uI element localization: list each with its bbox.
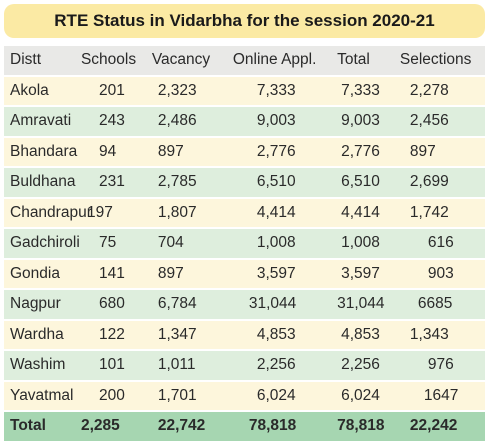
cell-vacancy: 2,323 [151, 76, 233, 105]
cell-total: 4,853 [337, 320, 400, 349]
cell-online-appl: 6,024 [232, 381, 338, 410]
cell-vacancy: 1,701 [151, 381, 233, 410]
cell-selections: 903 [399, 259, 485, 288]
cell-total: 7,333 [337, 76, 400, 105]
cell-schools: 101 [80, 351, 152, 380]
table-header-row: Distt Schools Vacancy Online Appl. Total… [4, 46, 485, 75]
cell-selections: 616 [399, 229, 485, 258]
cell-total-total: 78,818 [337, 412, 400, 441]
cell-online-appl: 31,044 [232, 290, 338, 319]
table-row: Amravati 243 2,486 9,003 9,003 2,456 [4, 107, 485, 136]
cell-district: Chandrapur [4, 198, 92, 227]
cell-schools: 75 [80, 229, 152, 258]
table-row: Gadchiroli 75 704 1,008 1,008 616 [4, 229, 485, 258]
table-row: Buldhana 231 2,785 6,510 6,510 2,699 [4, 168, 485, 197]
cell-total-selections: 22,242 [399, 412, 485, 441]
cell-schools: 197 [80, 198, 152, 227]
cell-selections: 976 [399, 351, 485, 380]
cell-schools: 231 [80, 168, 152, 197]
cell-vacancy: 1,347 [151, 320, 233, 349]
cell-total: 9,003 [337, 107, 400, 136]
cell-online-appl: 4,414 [232, 198, 338, 227]
cell-total: 6,024 [337, 381, 400, 410]
cell-selections: 6685 [399, 290, 485, 319]
cell-online-appl: 1,008 [232, 229, 338, 258]
table-total-row: Total 2,285 22,742 78,818 78,818 22,242 [4, 412, 485, 441]
cell-online-appl: 2,776 [232, 137, 338, 166]
cell-district: Akola [4, 76, 81, 105]
cell-schools: 200 [80, 381, 152, 410]
cell-district: Amravati [4, 107, 81, 136]
table-row: Washim 101 1,011 2,256 2,256 976 [4, 351, 485, 380]
cell-schools: 141 [80, 259, 152, 288]
cell-district: Yavatmal [4, 381, 81, 410]
cell-selections: 2,699 [399, 168, 485, 197]
cell-district: Buldhana [4, 168, 81, 197]
table-row: Gondia 141 897 3,597 3,597 903 [4, 259, 485, 288]
cell-schools: 680 [80, 290, 152, 319]
table-row: Chandrapur 197 1,807 4,414 4,414 1,742 [4, 198, 485, 227]
cell-total-label: Total [4, 412, 81, 441]
cell-district: Nagpur [4, 290, 81, 319]
header-schools: Schools [80, 46, 152, 75]
cell-vacancy: 2,785 [151, 168, 233, 197]
cell-vacancy: 704 [151, 229, 233, 258]
cell-total: 2,256 [337, 351, 400, 380]
header-distt: Distt [4, 46, 81, 75]
cell-online-appl: 3,597 [232, 259, 338, 288]
cell-total-online-appl: 78,818 [232, 412, 338, 441]
cell-vacancy: 1,011 [151, 351, 233, 380]
cell-total-schools: 2,285 [80, 412, 152, 441]
cell-total: 1,008 [337, 229, 400, 258]
cell-selections: 1,742 [399, 198, 485, 227]
cell-vacancy: 897 [151, 137, 233, 166]
cell-district: Bhandara [4, 137, 81, 166]
table-row: Bhandara 94 897 2,776 2,776 897 [4, 137, 485, 166]
cell-schools: 243 [80, 107, 152, 136]
header-vacancy: Vacancy [151, 46, 233, 75]
cell-vacancy: 2,486 [151, 107, 233, 136]
header-online-appl: Online Appl. [232, 46, 338, 75]
cell-vacancy: 897 [151, 259, 233, 288]
cell-schools: 122 [80, 320, 152, 349]
rte-status-table-card: RTE Status in Vidarbha for the session 2… [4, 4, 485, 441]
header-selections: Selections [399, 46, 485, 75]
cell-online-appl: 2,256 [232, 351, 338, 380]
cell-district: Wardha [4, 320, 81, 349]
cell-online-appl: 6,510 [232, 168, 338, 197]
cell-total: 3,597 [337, 259, 400, 288]
rte-status-table: Distt Schools Vacancy Online Appl. Total… [4, 44, 485, 443]
table-title: RTE Status in Vidarbha for the session 2… [4, 4, 485, 38]
cell-schools: 94 [80, 137, 152, 166]
cell-online-appl: 4,853 [232, 320, 338, 349]
cell-total: 4,414 [337, 198, 400, 227]
cell-selections: 1647 [399, 381, 485, 410]
cell-vacancy: 1,807 [151, 198, 233, 227]
cell-total: 2,776 [337, 137, 400, 166]
cell-district: Washim [4, 351, 81, 380]
cell-total: 6,510 [337, 168, 400, 197]
cell-schools: 201 [80, 76, 152, 105]
table-row: Akola 201 2,323 7,333 7,333 2,278 [4, 76, 485, 105]
cell-selections: 897 [399, 137, 485, 166]
cell-selections: 2,278 [399, 76, 485, 105]
cell-district: Gadchiroli [4, 229, 81, 258]
header-total: Total [337, 46, 400, 75]
cell-online-appl: 9,003 [232, 107, 338, 136]
cell-vacancy: 6,784 [151, 290, 233, 319]
table-row: Wardha 122 1,347 4,853 4,853 1,343 [4, 320, 485, 349]
cell-total-vacancy: 22,742 [151, 412, 233, 441]
cell-total: 31,044 [337, 290, 400, 319]
table-row: Yavatmal 200 1,701 6,024 6,024 1647 [4, 381, 485, 410]
table-row: Nagpur 680 6,784 31,044 31,044 6685 [4, 290, 485, 319]
cell-online-appl: 7,333 [232, 76, 338, 105]
cell-selections: 2,456 [399, 107, 485, 136]
cell-district: Gondia [4, 259, 81, 288]
cell-selections: 1,343 [399, 320, 485, 349]
